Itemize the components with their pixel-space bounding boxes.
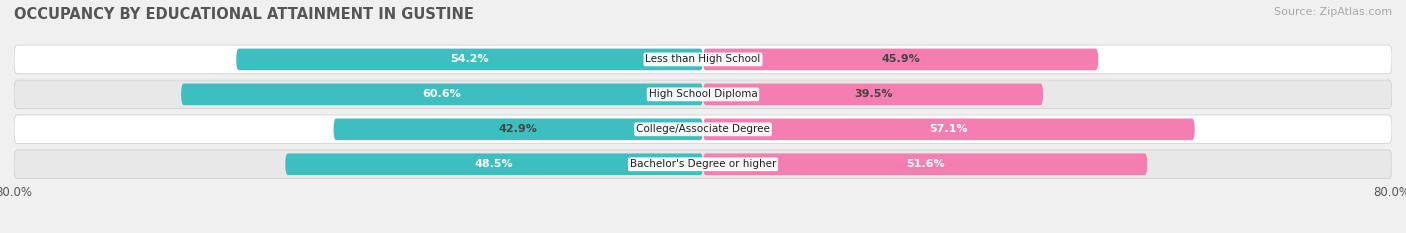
FancyBboxPatch shape: [14, 150, 1392, 178]
Text: 51.6%: 51.6%: [905, 159, 945, 169]
Text: 45.9%: 45.9%: [882, 55, 920, 64]
FancyBboxPatch shape: [333, 118, 703, 140]
FancyBboxPatch shape: [703, 153, 1147, 175]
Text: College/Associate Degree: College/Associate Degree: [636, 124, 770, 134]
Text: 54.2%: 54.2%: [450, 55, 489, 64]
Text: OCCUPANCY BY EDUCATIONAL ATTAINMENT IN GUSTINE: OCCUPANCY BY EDUCATIONAL ATTAINMENT IN G…: [14, 7, 474, 22]
FancyBboxPatch shape: [703, 83, 1043, 105]
Text: Less than High School: Less than High School: [645, 55, 761, 64]
Text: 42.9%: 42.9%: [499, 124, 537, 134]
Text: Source: ZipAtlas.com: Source: ZipAtlas.com: [1274, 7, 1392, 17]
FancyBboxPatch shape: [181, 83, 703, 105]
FancyBboxPatch shape: [14, 80, 1392, 109]
FancyBboxPatch shape: [14, 45, 1392, 74]
FancyBboxPatch shape: [285, 153, 703, 175]
Text: 57.1%: 57.1%: [929, 124, 969, 134]
FancyBboxPatch shape: [703, 118, 1195, 140]
FancyBboxPatch shape: [703, 49, 1098, 70]
Text: High School Diploma: High School Diploma: [648, 89, 758, 99]
Text: 48.5%: 48.5%: [475, 159, 513, 169]
FancyBboxPatch shape: [14, 115, 1392, 144]
Text: 60.6%: 60.6%: [423, 89, 461, 99]
Text: 39.5%: 39.5%: [853, 89, 893, 99]
Text: Bachelor's Degree or higher: Bachelor's Degree or higher: [630, 159, 776, 169]
FancyBboxPatch shape: [236, 49, 703, 70]
